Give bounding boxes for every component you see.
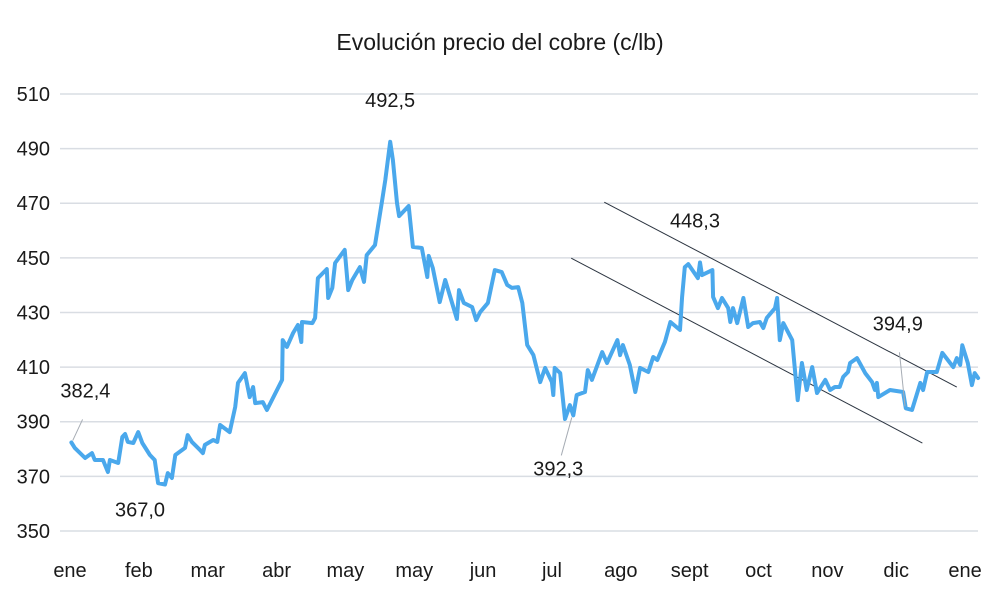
y-tick-label: 370 (17, 466, 50, 488)
data-label: 367,0 (115, 500, 165, 522)
x-tick-label: dic (883, 560, 909, 582)
data-label: 394,9 (873, 313, 923, 335)
y-tick-label: 490 (17, 139, 50, 161)
y-tick-label: 450 (17, 248, 50, 270)
data-label: 382,4 (60, 380, 110, 402)
x-tick-label: may (327, 560, 365, 582)
x-tick-label: abr (262, 560, 291, 582)
x-tick-label: jun (469, 560, 497, 582)
data-label: 392,3 (533, 458, 583, 480)
y-tick-label: 350 (17, 521, 50, 543)
y-tick-label: 410 (17, 357, 50, 379)
x-axis-ticks: ene feb mar abr may may jun jul ago sept oct nov dic… (53, 560, 981, 582)
chart-title: Evolución precio del cobre (c/lb) (336, 29, 663, 55)
x-tick-label: nov (811, 560, 843, 582)
x-tick-label: ene (948, 560, 981, 582)
series-layer (69, 139, 981, 487)
x-tick-label: mar (190, 560, 225, 582)
trend-line (604, 201, 958, 388)
annotation-leader (560, 417, 573, 456)
trend-line (570, 257, 923, 444)
y-tick-label: 430 (17, 302, 50, 324)
annotation-leader (898, 352, 906, 407)
y-tick-label: 510 (17, 84, 50, 106)
annotations: 382,4 367,0 492,5 392,3 448,3 394,9 (60, 90, 923, 522)
y-axis-ticks: 350 370 390 410 430 450 470 490 510 (17, 84, 50, 543)
x-tick-label: jul (541, 560, 562, 582)
x-tick-label: feb (125, 560, 153, 582)
gridlines (60, 93, 978, 532)
annotation-leader (72, 419, 84, 441)
x-tick-label: ene (53, 560, 86, 582)
y-tick-label: 390 (17, 412, 50, 434)
x-tick-label: oct (745, 560, 772, 582)
x-tick-label: ago (604, 560, 637, 582)
y-tick-label: 470 (17, 193, 50, 215)
data-label: 492,5 (365, 90, 415, 112)
price-line (69, 139, 981, 487)
x-tick-label: sept (671, 560, 709, 582)
trend-lines (570, 201, 958, 444)
data-label: 448,3 (670, 211, 720, 233)
x-tick-label: may (395, 560, 433, 582)
